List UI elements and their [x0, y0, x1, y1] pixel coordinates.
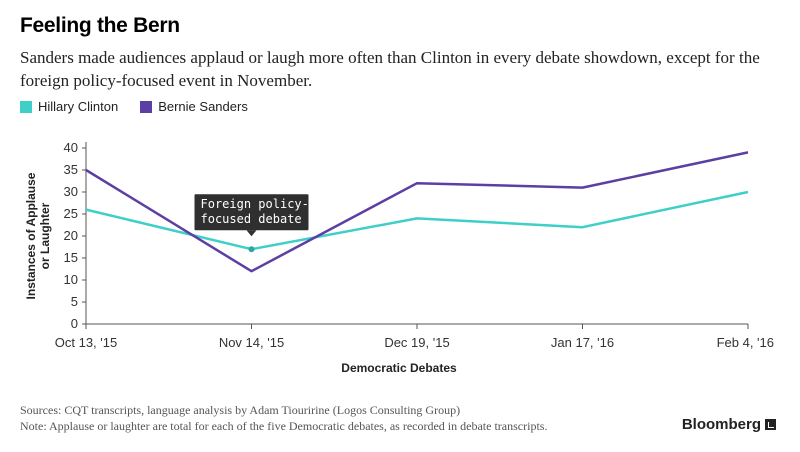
y-tick-label: 5 — [71, 294, 78, 309]
brand-name: Bloomberg — [681, 416, 761, 433]
y-tick-label: 10 — [64, 272, 78, 287]
footer-notes: Sources: CQT transcripts, language analy… — [20, 402, 547, 434]
sources-text: Sources: CQT transcripts, language analy… — [20, 403, 461, 417]
series-line-sanders — [85, 151, 749, 273]
y-tick-label: 35 — [64, 162, 78, 177]
annotation-box — [194, 194, 309, 231]
series-line-clinton — [85, 190, 749, 251]
legend-label-sanders: Bernie Sanders — [158, 99, 248, 114]
legend: Hillary Clinton Bernie Sanders — [20, 99, 248, 114]
y-axis-title-line2: or Laughter — [38, 202, 52, 269]
chart-title: Feeling the Bern — [20, 14, 180, 37]
y-tick-label: 20 — [64, 228, 78, 243]
legend-item-sanders: Bernie Sanders — [140, 99, 248, 114]
legend-swatch-sanders — [140, 100, 153, 113]
note-text: Note: Applause or laughter are total for… — [20, 419, 548, 433]
y-tick-label: 0 — [71, 316, 78, 331]
annotation-text-line: Foreign policy- — [201, 197, 309, 211]
legend-item-clinton: Hillary Clinton — [20, 99, 118, 114]
y-axis-title-line1: Instances of Applause — [24, 172, 38, 299]
chart-logo-icon — [765, 419, 776, 430]
x-tick-label: Nov 14, '15 — [219, 335, 284, 350]
chart-subtitle: Sanders made audiences applaud or laugh … — [20, 48, 760, 90]
annotation-point — [248, 246, 255, 253]
line-chart: 0 5 10 15 20 25 30 35 40 Oct 13, '15 Nov 14, '15 De… — [24, 140, 774, 375]
brand-logo: Bloomberg — [682, 416, 776, 433]
y-tick-label: 40 — [64, 140, 78, 155]
x-tick-label: Feb 4, '16 — [717, 335, 774, 350]
x-tick-label: Jan 17, '16 — [551, 335, 614, 350]
x-axis-title: Democratic Debates — [341, 361, 457, 375]
x-tick-label: Dec 19, '15 — [384, 335, 449, 350]
y-tick-label: 30 — [64, 184, 78, 199]
legend-swatch-clinton — [20, 100, 32, 113]
y-tick-label: 25 — [64, 206, 78, 221]
legend-label-clinton: Hillary Clinton — [38, 99, 119, 114]
x-tick-label: Oct 13, '15 — [55, 335, 117, 350]
y-tick-label: 15 — [64, 250, 78, 265]
annotation-pointer — [246, 230, 257, 237]
annotation-text-line: focused debate — [201, 212, 302, 226]
